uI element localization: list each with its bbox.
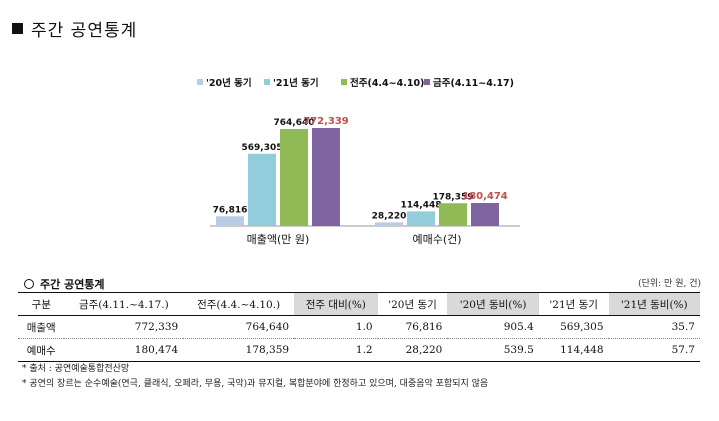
bar	[375, 222, 403, 226]
table-row: 매출액 772,339 764,640 1.0 76,816 905.4 569,305 35…	[18, 315, 700, 339]
data-label: 764,640	[274, 118, 315, 128]
table-header-cell: 금주(4.11.~4.17.)	[64, 292, 184, 316]
table-header-cell: '20년 동비(%)	[447, 292, 539, 316]
table-cell: 57.7	[671, 344, 695, 356]
legend-swatch	[264, 79, 270, 85]
category-label: 매출액(만 원)	[247, 233, 310, 246]
table-header-cell: 전주 대비(%)	[294, 292, 378, 316]
bar	[407, 211, 435, 226]
bar	[216, 216, 244, 226]
table-cell: 905.4	[447, 315, 539, 339]
footnote-source: * 출처 : 공연예술통합전산망	[22, 364, 130, 374]
table-row: 예매수 180,474 178,359 1.2 28,220 539.5 114,448 57…	[18, 339, 700, 362]
data-label: 178,359	[433, 192, 474, 202]
table-cell: 539.5	[503, 344, 534, 356]
data-label: 76,816	[213, 205, 248, 215]
table-cell: 35.7	[608, 315, 700, 339]
table-row-label: 매출액	[18, 315, 65, 339]
table-header-cell: '20년 동기	[377, 292, 448, 316]
legend-label: '21년 동기	[273, 77, 319, 89]
table-header-cell: '21년 동비(%)	[608, 292, 700, 316]
table-cell: 764,640	[183, 315, 295, 339]
legend-label: 금주(4.11~4.17)	[433, 78, 514, 89]
page-title: 주간 공연통계	[31, 20, 138, 41]
table-caption: 주간 공연통계	[24, 276, 105, 292]
bar	[312, 128, 340, 226]
legend-swatch	[424, 79, 430, 85]
unit-note: (단위: 만 원, 건)	[638, 279, 701, 289]
data-label: 772,339	[303, 116, 349, 127]
table-cell: 178,359	[245, 344, 290, 356]
table-header-row: 구분 금주(4.11.~4.17.) 전주(4.4.~4.10.) 전주 대비(%) '…	[18, 292, 700, 316]
legend-swatch	[197, 79, 203, 85]
stats-table: 구분 금주(4.11.~4.17.) 전주(4.4.~4.10.) 전주 대비(%) '…	[18, 292, 700, 362]
table-cell: 1.2	[355, 344, 373, 356]
heading-square-icon	[12, 22, 23, 34]
data-label: 28,220	[372, 211, 407, 221]
table-caption-text: 주간 공연통계	[40, 278, 105, 291]
table-cell: 76,816	[377, 315, 448, 339]
table-row-label: 예매수	[26, 344, 56, 357]
table-cell: 28,220	[405, 344, 443, 356]
table-cell: 1.0	[294, 315, 378, 339]
data-label: 180,474	[462, 191, 508, 202]
table-cell: 772,339	[64, 315, 184, 339]
table-header-cell: 전주(4.4.~4.10.)	[183, 292, 295, 316]
legend-label: 전주(4.4~4.10)	[350, 77, 424, 89]
page-heading: 주간 공연통계	[12, 16, 138, 41]
table-cell: 180,474	[134, 344, 179, 356]
bar	[280, 128, 308, 226]
legend-label: '20년 동기	[206, 77, 252, 89]
table-body: 매출액 772,339 764,640 1.0 76,816 905.4 569,305 35…	[18, 315, 700, 362]
data-label: 569,305	[242, 143, 283, 153]
footnotes: * 출처 : 공연예술통합전산망 * 공연의 장르는 순수예술(연극, 클래식,…	[22, 362, 488, 392]
bar	[248, 153, 276, 226]
data-label: 114,448	[401, 200, 442, 210]
table-cell: 114,448	[560, 344, 604, 356]
bar	[439, 203, 467, 226]
bar	[471, 203, 499, 226]
table-header-cell: '21년 동기	[538, 292, 609, 316]
table-header-cell: 구분	[18, 292, 65, 316]
table-cell: 569,305	[538, 315, 609, 339]
circle-bullet-icon	[24, 279, 34, 289]
footnote-genre: * 공연의 장르는 순수예술(연극, 클래식, 오페라, 무용, 국악)과 뮤지…	[22, 379, 489, 389]
bar-chart: '20년 동기 '21년 동기 전주(4.4~4.10) 금주(4.11~4.17) 7…	[197, 77, 520, 246]
category-label: 예매수(건)	[412, 233, 461, 246]
legend-swatch	[341, 79, 347, 85]
